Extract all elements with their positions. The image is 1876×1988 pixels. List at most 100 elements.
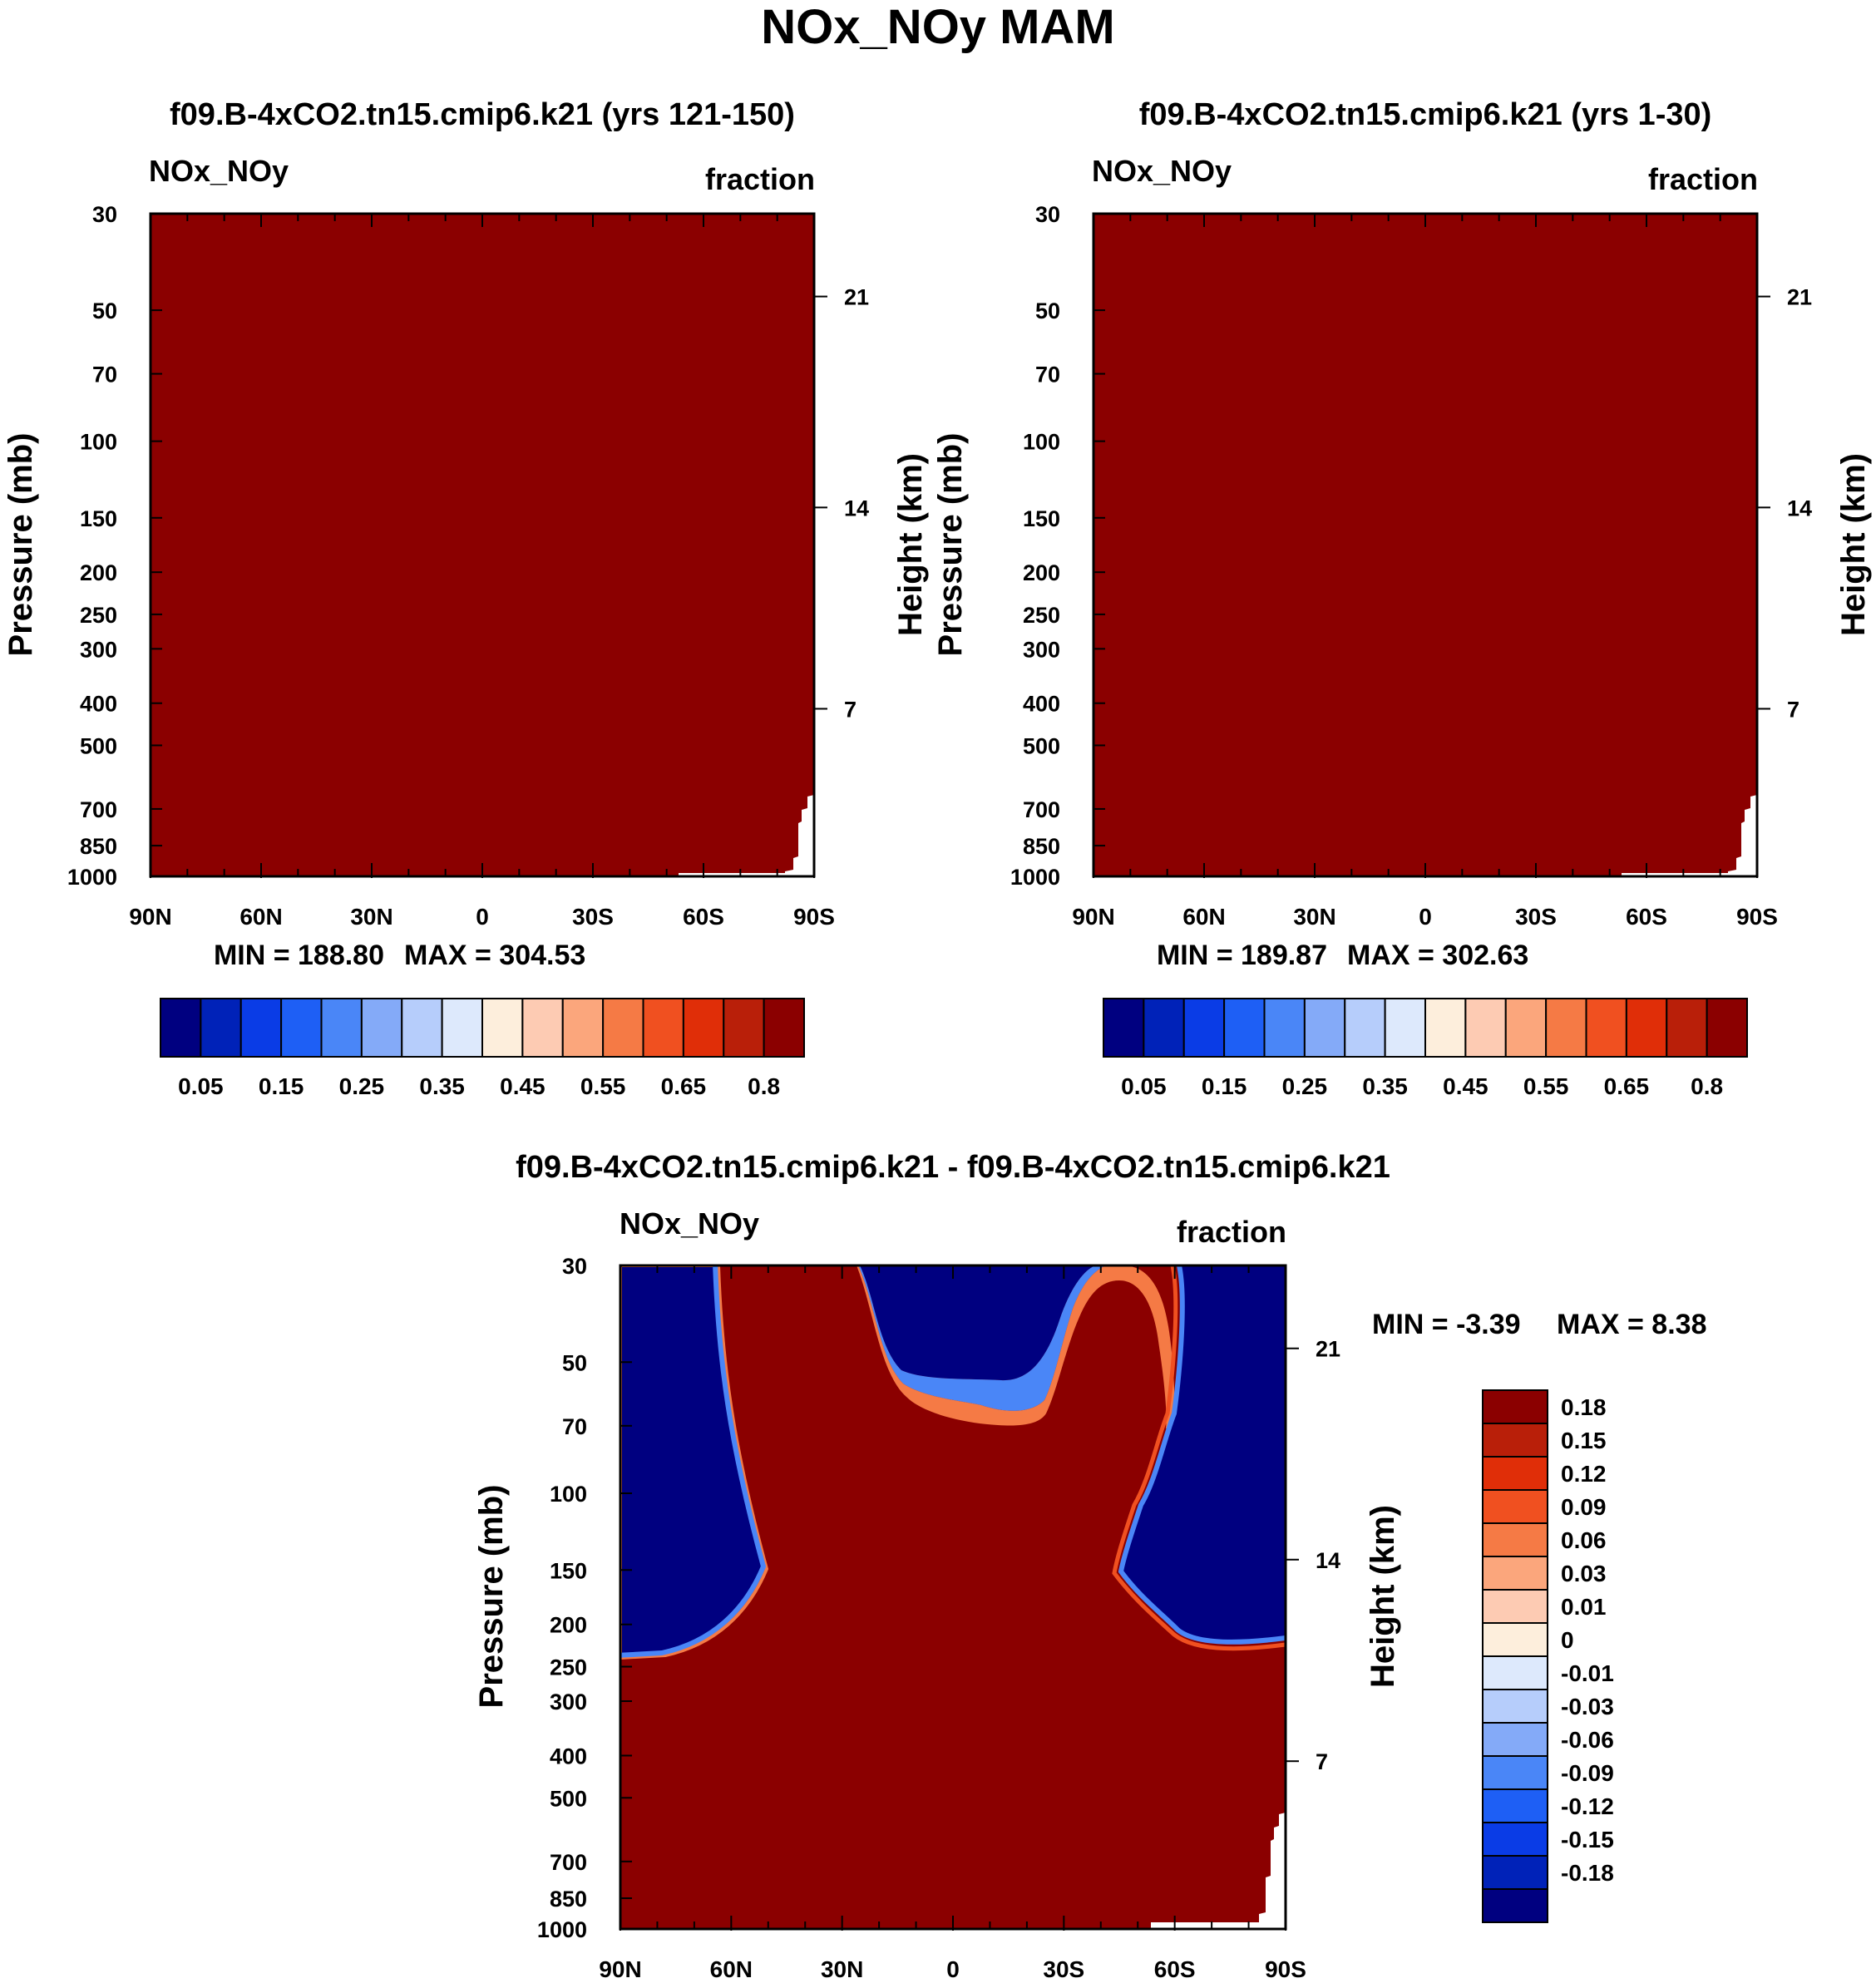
height-tick-label: 21	[844, 285, 869, 310]
negative-region-sh-blue-edge	[1118, 1265, 1286, 1645]
pressure-tick-label: 250	[80, 603, 117, 628]
lat-tick-label: 90S	[1265, 1956, 1306, 1982]
colorbar-label: 0.05	[1121, 1073, 1167, 1099]
colorbar-label: 0.12	[1561, 1461, 1607, 1487]
pressure-ticks: 30 50 70 100 150 200 250 300 400 500 700 850 1000	[537, 1254, 632, 1942]
height-tick-label: 7	[1787, 697, 1799, 722]
colorbar-swatch	[160, 998, 202, 1058]
difference-colorbar: 0.18 0.15 0.12 0.09 0.06 0.03 0.01 0 -0.01 -0.03 -…	[1482, 1389, 1614, 1923]
pressure-tick-label: 70	[1035, 363, 1060, 387]
colorbar-label: 0	[1561, 1627, 1574, 1653]
colorbar-label: 0.25	[339, 1073, 385, 1099]
colorbar-swatch	[1482, 1689, 1548, 1724]
pressure-tick-label: 70	[92, 363, 117, 387]
colorbar-swatch	[682, 998, 725, 1058]
colorbar-swatch	[1384, 998, 1426, 1058]
lat-tick-label: 90S	[793, 904, 835, 930]
lat-tick-label: 30N	[1293, 904, 1335, 930]
colorbar-swatch	[1424, 998, 1467, 1058]
pressure-tick-label: 150	[1023, 506, 1060, 531]
colorbar-swatch	[1482, 1556, 1548, 1591]
pressure-tick-label: 50	[92, 298, 117, 323]
colorbar-swatch	[1103, 998, 1145, 1058]
colorbar-label: -0.01	[1561, 1660, 1614, 1686]
negative-region-nh	[620, 1265, 769, 1660]
colorbar-swatch	[441, 998, 483, 1058]
missing-data-region	[1622, 795, 1757, 876]
pressure-tick-label: 100	[1023, 430, 1060, 455]
colorbar-label: 0.01	[1561, 1594, 1607, 1620]
lat-tick-label: 0	[476, 904, 489, 930]
pressure-tick-label: 400	[550, 1744, 587, 1768]
contour-field	[620, 1265, 1286, 1929]
max-value: MAX = 304.53	[404, 940, 585, 971]
min-value: MIN = -3.39	[1372, 1309, 1521, 1340]
colorbar-label: 0.35	[419, 1073, 465, 1099]
colorbar-swatch	[1482, 1489, 1548, 1524]
pressure-tick-label: 200	[1023, 560, 1060, 585]
panel-top-right: f09.B-4xCO2.tn15.cmip6.k21 (yrs 1-30) NO…	[932, 97, 1872, 1099]
min-value: MIN = 189.87	[1157, 940, 1327, 971]
colorbar-swatch	[1182, 998, 1226, 1058]
lat-tick-label: 0	[946, 1956, 960, 1982]
colorbar-label: 0.05	[178, 1073, 224, 1099]
pressure-tick-label: 700	[550, 1850, 587, 1875]
height-ticks: 7 14 21	[814, 285, 869, 722]
pressure-tick-label: 200	[550, 1613, 587, 1638]
latitude-ticks: 90N 60N 30N 0 30S 60S 90S	[129, 214, 835, 930]
height-tick-label: 14	[1316, 1548, 1340, 1573]
colorbar-label: 0.65	[661, 1073, 707, 1099]
height-ticks: 7 14 21	[1286, 1337, 1340, 1774]
panel-title: f09.B-4xCO2.tn15.cmip6.k21 - f09.B-4xCO2…	[516, 1150, 1390, 1185]
colorbar-swatch	[1482, 1522, 1548, 1557]
lat-tick-label: 60S	[1626, 904, 1667, 930]
colorbar-swatch	[280, 998, 323, 1058]
pressure-tick-label: 30	[562, 1254, 587, 1279]
colorbar-swatch	[1482, 1456, 1548, 1491]
pressure-tick-label: 500	[550, 1786, 587, 1811]
colorbar-swatch	[1625, 998, 1668, 1058]
colorbar-label: -0.12	[1561, 1793, 1614, 1819]
colorbar-swatch	[1482, 1855, 1548, 1890]
colorbar-swatch	[1464, 998, 1507, 1058]
figure-title: NOx_NOy MAM	[761, 0, 1114, 54]
height-tick-label: 14	[844, 496, 869, 520]
colorbar-label: 0.15	[259, 1073, 304, 1099]
colorbar-swatch	[1545, 998, 1587, 1058]
pressure-tick-label: 50	[562, 1350, 587, 1375]
colorbar-label: -0.09	[1561, 1760, 1614, 1786]
colorbar-swatch	[360, 998, 403, 1058]
colorbar-swatch	[401, 998, 443, 1058]
negative-region-nh-edge	[620, 1265, 767, 1658]
colorbar-swatch	[1223, 998, 1266, 1058]
pressure-tick-label: 700	[80, 797, 117, 822]
colorbar-swatch	[239, 998, 283, 1058]
lat-tick-label: 30S	[1043, 1956, 1084, 1982]
pressure-axis-title: Pressure (mb)	[932, 433, 969, 657]
pressure-tick-label: 700	[1023, 797, 1060, 822]
pressure-tick-label: 1000	[67, 865, 117, 890]
pressure-tick-label: 200	[80, 560, 117, 585]
colorbar: 0.05 0.15 0.25 0.35 0.45 0.55 0.65 0.8	[160, 998, 805, 1099]
colorbar-swatch	[723, 998, 765, 1058]
colorbar-swatch	[1482, 1589, 1548, 1624]
lat-tick-label: 60N	[239, 904, 282, 930]
latitude-ticks: 90N 60N 30N 0 30S 60S 90S	[1072, 214, 1778, 930]
pressure-tick-label: 100	[80, 430, 117, 455]
panel-difference: f09.B-4xCO2.tn15.cmip6.k21 - f09.B-4xCO2…	[473, 1150, 1706, 1982]
height-tick-label: 7	[844, 697, 857, 722]
panel-top-left: f09.B-4xCO2.tn15.cmip6.k21 (yrs 121-150)…	[2, 97, 929, 1099]
negative-region-sh	[1121, 1265, 1286, 1642]
colorbar-swatch	[1482, 1423, 1548, 1458]
colorbar-label: 0.03	[1561, 1561, 1607, 1586]
colorbar-label: 0.65	[1604, 1073, 1650, 1099]
height-ticks: 7 14 21	[1757, 285, 1812, 722]
colorbar-label: -0.15	[1561, 1827, 1614, 1852]
colorbar-swatch	[1504, 998, 1548, 1058]
pressure-tick-label: 300	[80, 637, 117, 662]
colorbar-swatch	[521, 998, 564, 1058]
missing-data-region	[1151, 1813, 1286, 1929]
latitude-ticks: 90N 60N 30N 0 30S 60S 90S	[599, 1265, 1306, 1982]
pressure-tick-label: 400	[1023, 692, 1060, 717]
